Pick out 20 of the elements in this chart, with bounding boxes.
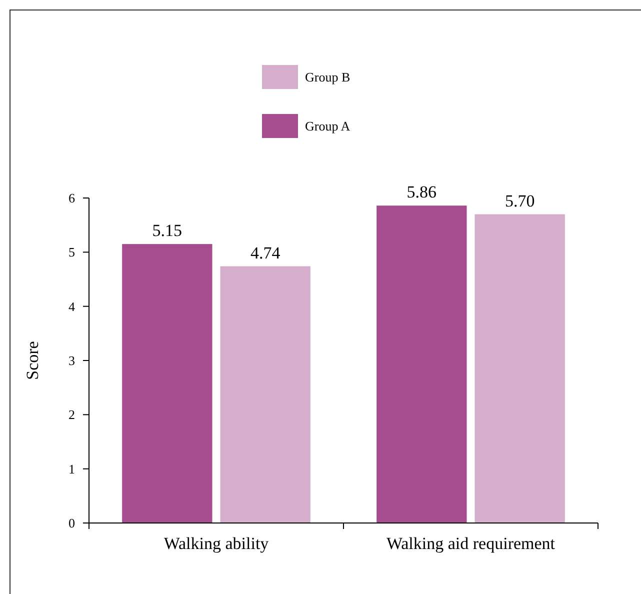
y-axis-title: Score [23,341,42,380]
y-tick-label: 3 [68,353,75,368]
bar [474,214,565,523]
bar [122,244,212,523]
bar [220,266,310,523]
text: 5.86 [406,182,437,202]
y-tick-label: 5 [68,244,75,260]
text: 5.70 [504,191,535,210]
y-tick-label: 2 [68,407,75,422]
legend-label: Group B [305,70,350,85]
y-tick-label: 6 [68,190,76,206]
y-tick-label: 0 [68,516,75,531]
y-tick-label: 4 [68,298,76,314]
legend-label: Group A [305,118,351,134]
text: 4.74 [250,243,280,262]
bar [376,206,467,523]
y-tick-label: 1 [68,461,75,476]
x-tick-label: Walking aid requirement [386,534,556,553]
text: 5.15 [152,221,182,240]
x-tick-label: Walking ability [164,534,270,553]
